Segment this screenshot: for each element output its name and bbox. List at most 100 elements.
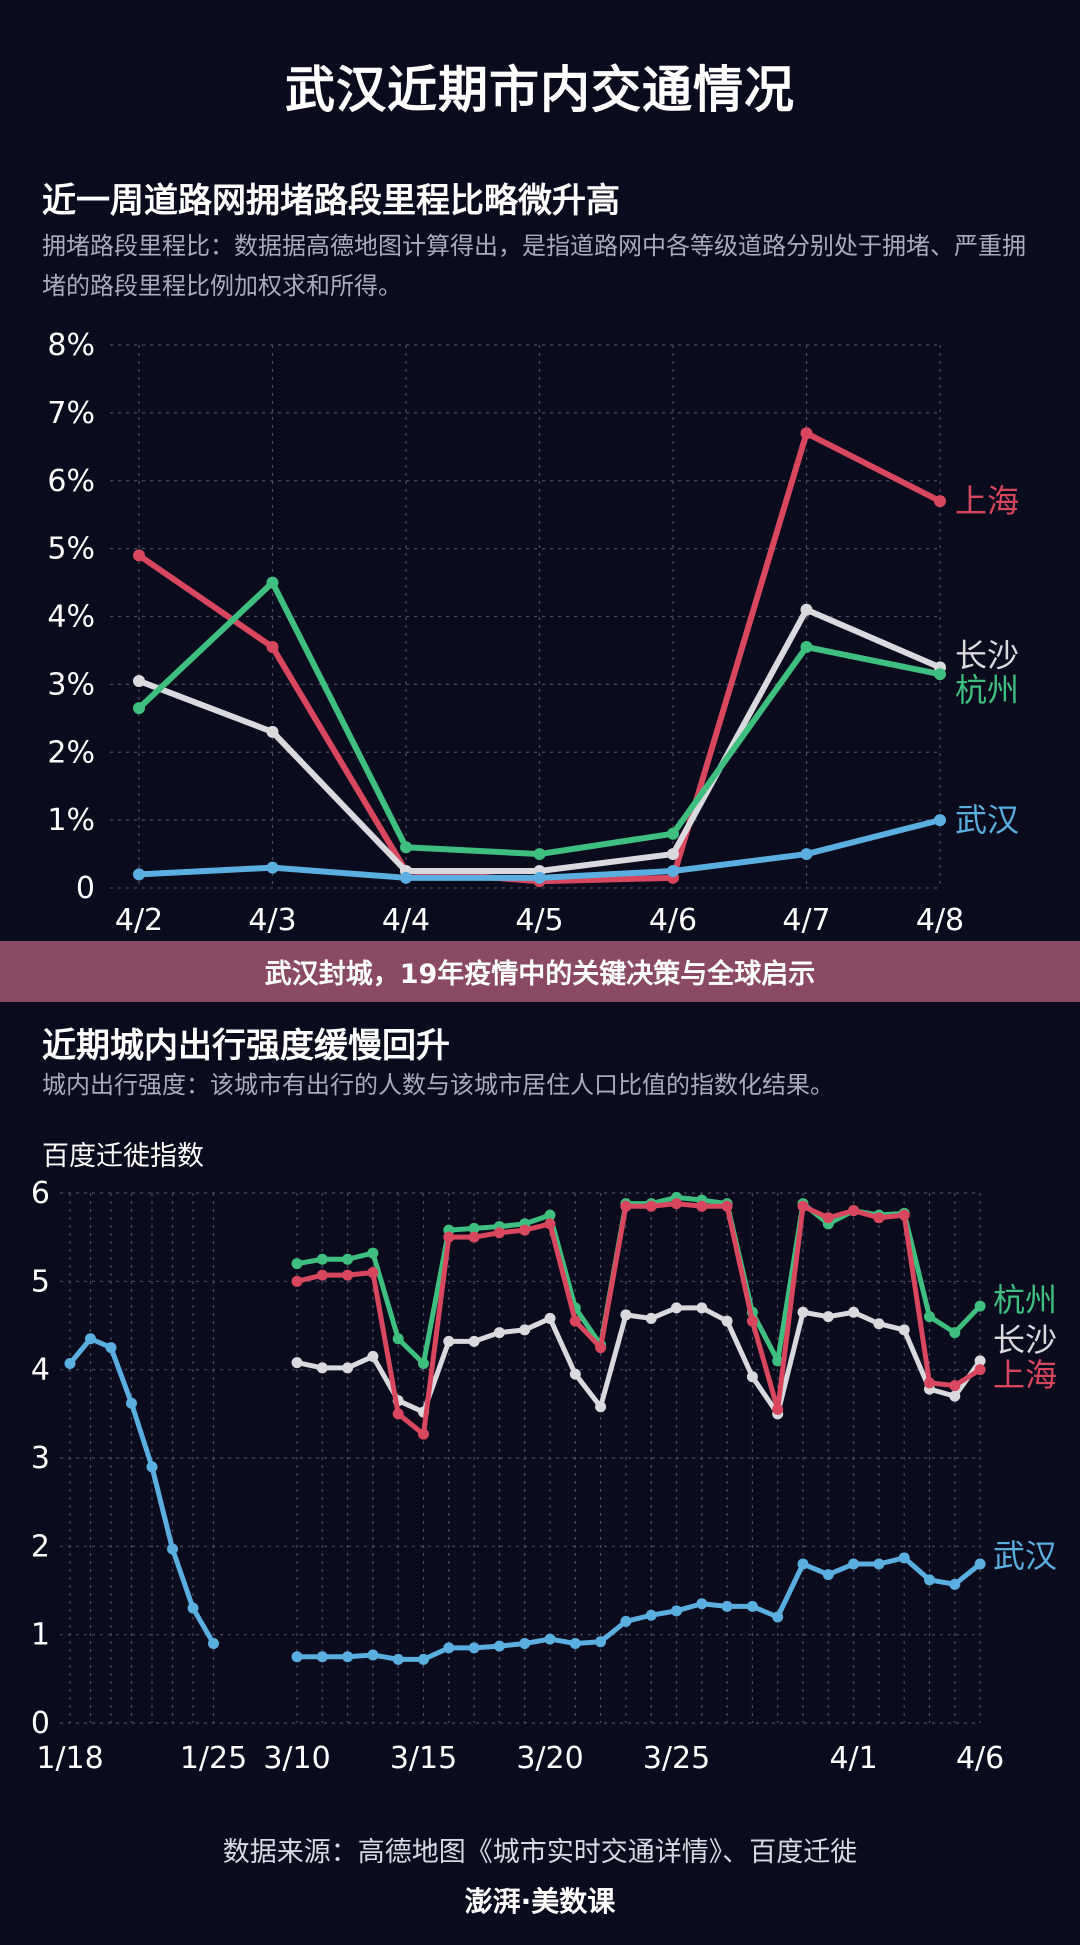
chart1-xtick-label: 4/8 [916,903,964,938]
chart2-data-point [645,1609,657,1621]
chart2-data-point [342,1269,354,1281]
chart2-data-point [620,1200,632,1212]
chart2-data-point [544,1218,556,1230]
chart1-data-point [133,868,145,881]
chart2-data-point [772,1403,784,1415]
chart1-data-point [266,725,279,738]
chart2-data-point [696,1302,708,1314]
banner-link[interactable]: 武汉封城，19年疫情中的关键决策与全球启示 [0,941,1080,1002]
chart2-data-point [848,1306,860,1318]
chart2-description: 城内出行强度：该城市有出行的人数与该城市居住人口比值的指数化结果。 [42,1071,834,1099]
chart1-data-point [266,861,279,874]
chart1-ytick-label: 0 [76,871,95,906]
chart1-xtick-label: 4/6 [649,903,697,938]
chart2-data-point [187,1602,199,1614]
chart2-ytick-label: 2 [31,1529,50,1564]
chart2-data-point [367,1649,379,1661]
chart2-data-point [848,1205,860,1217]
chart1-description: 拥堵路段里程比：数据据高德地图计算得出，是指道路网中各等级道路分别处于拥堵、严重… [42,232,1026,300]
chart1-ytick-label: 6% [47,464,95,499]
chart2-ytick-label: 5 [31,1264,50,1299]
chart2-data-point [544,1633,556,1645]
chart2-data-point [772,1355,784,1367]
chart2-data-point [797,1200,809,1212]
chart2-data-point [746,1315,758,1327]
chart2-data-point [146,1461,158,1473]
chart2-data-point [418,1428,429,1440]
chart2-data-point [64,1357,76,1369]
chart2-data-point [208,1638,219,1649]
chart2-data-point [468,1642,480,1654]
chart2-data-point [544,1209,556,1221]
chart2-data-point [316,1253,328,1265]
chart1-data-point [934,495,946,508]
page-title: 武汉近期市内交通情况 [285,61,795,119]
chart2-data-point [974,1364,986,1376]
chart2-data-point [822,1212,834,1224]
chart2-data-point [772,1611,784,1623]
chart2-data-point [620,1615,632,1627]
chart2-data-point [873,1318,885,1330]
chart2-series-label: 武汉 [993,1537,1057,1575]
chart2-data-point [848,1558,860,1570]
chart2-data-point [493,1640,505,1652]
chart1-data-point [266,641,279,654]
chart2-xtick-label: 1/18 [36,1741,103,1776]
chart2-data-point [443,1642,455,1654]
chart2-data-point [468,1335,480,1347]
chart2-data-point [392,1408,404,1420]
chart2-data-point [316,1651,328,1663]
chart2-xtick-label: 3/15 [390,1741,457,1776]
chart1-ytick-label: 3% [47,667,95,702]
chart1-data-point [133,702,145,715]
chart2-data-point [873,1212,885,1224]
chart2-data-point [974,1300,986,1312]
chart2-series-label: 长沙 [993,1321,1057,1359]
chart1-series-label: 长沙 [955,636,1019,674]
publisher-logo: 澎湃·美数课 [464,1885,616,1918]
chart1-xtick-label: 4/5 [515,903,563,938]
chart2-series-line [294,1201,983,1437]
chart2-data-point [898,1552,910,1564]
chart2-data-point [696,1598,708,1610]
chart2-data-point [645,1200,657,1212]
chart2-data-point [126,1397,137,1409]
chart2-data-point [671,1605,682,1617]
chart2-xtick-label: 4/6 [956,1741,1004,1776]
chart1-data-point [800,641,813,654]
chart2-xtick-label: 3/25 [643,1741,710,1776]
chart1-data-point [400,871,412,884]
chart2-ylabel: 百度迁徙指数 [42,1141,204,1172]
chart2-data-point [569,1638,581,1649]
chart2-data-point [873,1558,885,1570]
chart2-data-point [443,1231,455,1243]
chart2-data-point [721,1200,733,1212]
chart1-title: 近一周道路网拥堵路段里程比略微升高 [42,181,620,221]
chart1-data-point [133,549,145,562]
chart2-data-point [949,1578,961,1590]
chart1-series-label: 上海 [955,482,1019,520]
chart1-data-point [800,427,813,440]
chart2-data-point [974,1558,986,1570]
chart1-data-point [800,603,813,616]
chart2-data-point [493,1227,505,1239]
chart1-svg: 0 1% 2% 3% 4% 5% 6% 7% 8% 4/2 4/3 4/4 4/5 4/6 4/7 4/8 上海… [47,328,1019,938]
chart2-data-point [797,1558,809,1570]
data-source: 数据来源：高德地图《城市实时交通详情》、百度迁徙 [222,1837,858,1868]
chart2-ytick-label: 4 [31,1353,50,1388]
chart2-xtick-label: 4/1 [829,1741,877,1776]
chart2-data-point [645,1312,657,1324]
chart2-series-line [294,1305,983,1417]
chart2-data-point [342,1651,354,1663]
chart2-data-point [924,1377,935,1389]
chart1-data-point [800,848,813,861]
chart2-xtick-label: 3/20 [516,1741,583,1776]
chart2-data-point [822,1311,834,1323]
chart2-data-point [167,1543,178,1555]
chart1-data-point [667,827,679,840]
chart2-data-point [620,1309,632,1321]
chart1-data-point [533,871,546,884]
chart1-ytick-label: 2% [47,735,95,770]
chart2-data-point [949,1327,961,1339]
chart2-data-point [468,1222,480,1234]
